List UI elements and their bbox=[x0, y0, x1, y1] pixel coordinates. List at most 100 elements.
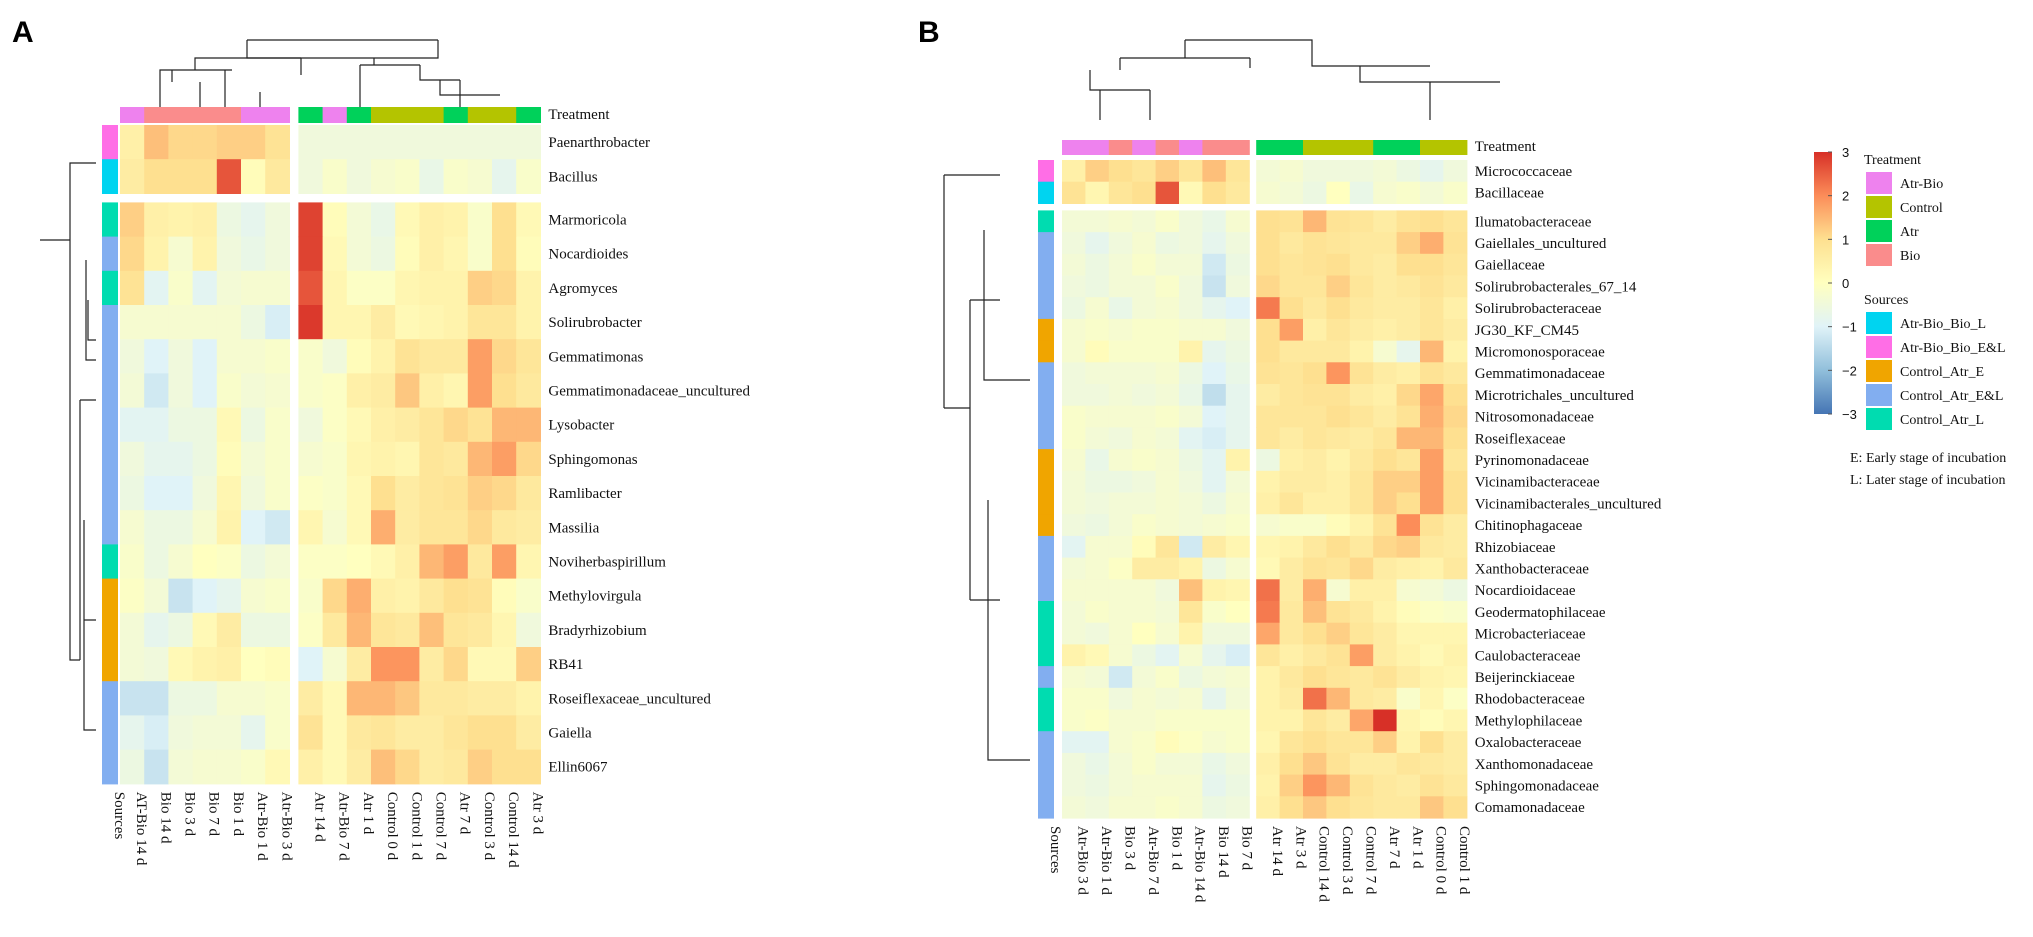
heatmap-b-cell bbox=[1062, 514, 1086, 537]
heatmap-b-cell bbox=[1396, 297, 1421, 320]
heatmap-b-cell bbox=[1085, 535, 1110, 559]
heatmap-b-cell bbox=[1132, 362, 1157, 385]
heatmap-b-cell bbox=[1396, 340, 1421, 363]
heatmap-b-cell bbox=[1132, 181, 1157, 204]
heatmap-a-column-label: Atr 14 d bbox=[312, 792, 328, 842]
heatmap-b-cell bbox=[1396, 160, 1421, 183]
heatmap-b-cell bbox=[1349, 666, 1374, 689]
heatmap-b-cell bbox=[1062, 644, 1086, 667]
heatmap-b-column-label: Bio 14 d bbox=[1215, 826, 1231, 878]
heatmap-a-cell bbox=[371, 339, 396, 374]
heatmap-b-cell bbox=[1349, 731, 1374, 754]
heatmap-a-cell bbox=[241, 125, 266, 160]
heatmap-a-cell bbox=[492, 647, 517, 682]
heatmap-b-source-cell bbox=[1038, 160, 1054, 183]
heatmap-a-cell bbox=[144, 612, 169, 648]
heatmap-b-cell bbox=[1256, 666, 1281, 689]
heatmap-b-cell bbox=[1443, 492, 1468, 515]
heatmap-b-cell bbox=[1202, 275, 1227, 298]
heatmap-a-row-label: Nocardioides bbox=[548, 247, 628, 263]
heatmap-b-source-cell bbox=[1038, 687, 1054, 711]
heatmap-a-cell bbox=[516, 305, 541, 340]
heatmap-a-cell bbox=[395, 749, 420, 785]
heatmap-b-source-cell bbox=[1038, 492, 1054, 515]
heatmap-b-cell bbox=[1225, 731, 1250, 754]
heatmap-a-cell bbox=[144, 681, 169, 716]
heatmap-b-cell bbox=[1132, 384, 1157, 407]
heatmap-b-cell bbox=[1443, 160, 1468, 183]
heatmap-a-row-label: Sphingomonas bbox=[548, 452, 637, 468]
heatmap-b-cell bbox=[1279, 405, 1304, 428]
colorbar-tick-label: 0 bbox=[1842, 276, 1849, 291]
heatmap-a-cell bbox=[298, 125, 324, 160]
heatmap-b-cell bbox=[1443, 340, 1468, 363]
heatmap-b-row-label: Geodermatophilaceae bbox=[1475, 605, 1606, 621]
heatmap-a-column-label: Control 14 d bbox=[505, 792, 521, 868]
heatmap-b-column-label: Control 0 d bbox=[1433, 826, 1449, 895]
colorbar-tick-label: 2 bbox=[1842, 189, 1849, 204]
heatmap-a-cell bbox=[346, 749, 372, 785]
heatmap-b-cell bbox=[1420, 731, 1444, 754]
heatmap-a-cell bbox=[192, 407, 218, 443]
heatmap-a-cell bbox=[467, 407, 493, 443]
heatmap-b-cell bbox=[1303, 318, 1327, 342]
heatmap-a-cell bbox=[120, 125, 145, 160]
heatmap-b-cell bbox=[1279, 557, 1304, 580]
heatmap-b-treatment-cell bbox=[1303, 140, 1327, 155]
heatmap-b-cell bbox=[1179, 318, 1203, 342]
heatmap-a-cell bbox=[443, 202, 469, 238]
heatmap-b-cell bbox=[1373, 427, 1398, 450]
heatmap-a-cell bbox=[467, 647, 493, 682]
heatmap-a-cell bbox=[192, 749, 218, 785]
heatmap-b-cell bbox=[1373, 774, 1398, 797]
heatmap-a-cell bbox=[241, 510, 266, 545]
heatmap-b-cell bbox=[1443, 666, 1468, 689]
heatmap-a-cell bbox=[322, 407, 348, 443]
sources-legend-label: Control_Atr_E bbox=[1900, 365, 1984, 380]
heatmap-b-cell bbox=[1062, 297, 1086, 320]
heatmap-b-column-label: Control 1 d bbox=[1456, 826, 1472, 895]
heatmap-b-treatment-cell bbox=[1155, 140, 1180, 155]
heatmap-a-cell bbox=[168, 407, 194, 443]
heatmap-a-cell bbox=[144, 715, 169, 751]
heatmap-a-cell bbox=[322, 125, 348, 160]
heatmap-a-cell bbox=[144, 441, 169, 477]
heatmap-a-treatment-cell bbox=[371, 107, 396, 123]
heatmap-b-cell bbox=[1108, 579, 1133, 602]
heatmap-a-source-cell bbox=[102, 236, 118, 272]
heatmap-a-column-label: Control 7 d bbox=[433, 792, 449, 861]
heatmap-a-cell bbox=[516, 544, 541, 580]
heatmap-b-row-label: Methylophilaceae bbox=[1475, 713, 1583, 729]
heatmap-b-cell bbox=[1179, 340, 1203, 363]
heatmap-b-cell bbox=[1062, 731, 1086, 754]
heatmap-b-cell bbox=[1349, 579, 1374, 602]
heatmap-a-row-label: Agromyces bbox=[548, 281, 617, 297]
heatmap-a-cell bbox=[492, 544, 517, 580]
heatmap-a-source-cell bbox=[102, 339, 118, 374]
heatmap-b-cell bbox=[1396, 579, 1421, 602]
heatmap-a-cell bbox=[241, 236, 266, 272]
heatmap-b-cell bbox=[1420, 470, 1444, 494]
heatmap-a-treatment-cell bbox=[419, 107, 445, 123]
heatmap-b-cell bbox=[1420, 253, 1444, 277]
heatmap-a-cell bbox=[298, 544, 324, 580]
heatmap-a-column-label: Bio 7 d bbox=[206, 792, 222, 837]
heatmap-b-treatment-cell bbox=[1396, 140, 1421, 155]
heatmap-b-cell bbox=[1225, 275, 1250, 298]
heatmap-b-cell bbox=[1373, 181, 1398, 204]
heatmap-a-cell bbox=[265, 339, 290, 374]
heatmap-a-cell bbox=[168, 510, 194, 545]
heatmap-a-cell bbox=[419, 305, 445, 340]
heatmap-b-cell bbox=[1373, 752, 1398, 776]
heatmap-b-cell bbox=[1225, 384, 1250, 407]
heatmap-a-cell bbox=[168, 476, 194, 511]
heatmap-a-source-cell bbox=[102, 681, 118, 716]
heatmap-b-cell bbox=[1420, 232, 1444, 255]
heatmap-b-cell bbox=[1062, 622, 1086, 645]
heatmap-a-row-label: Roseiflexaceae_uncultured bbox=[548, 691, 711, 707]
heatmap-a-cell bbox=[419, 681, 445, 716]
heatmap-b-cell bbox=[1062, 535, 1086, 559]
heatmap-a-treatment-cell bbox=[265, 107, 290, 123]
heatmap-a-cell bbox=[216, 407, 242, 443]
heatmap-b-cell bbox=[1132, 297, 1157, 320]
